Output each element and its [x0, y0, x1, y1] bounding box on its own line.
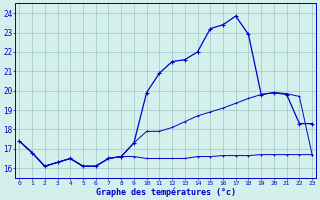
X-axis label: Graphe des températures (°c): Graphe des températures (°c) — [96, 187, 236, 197]
